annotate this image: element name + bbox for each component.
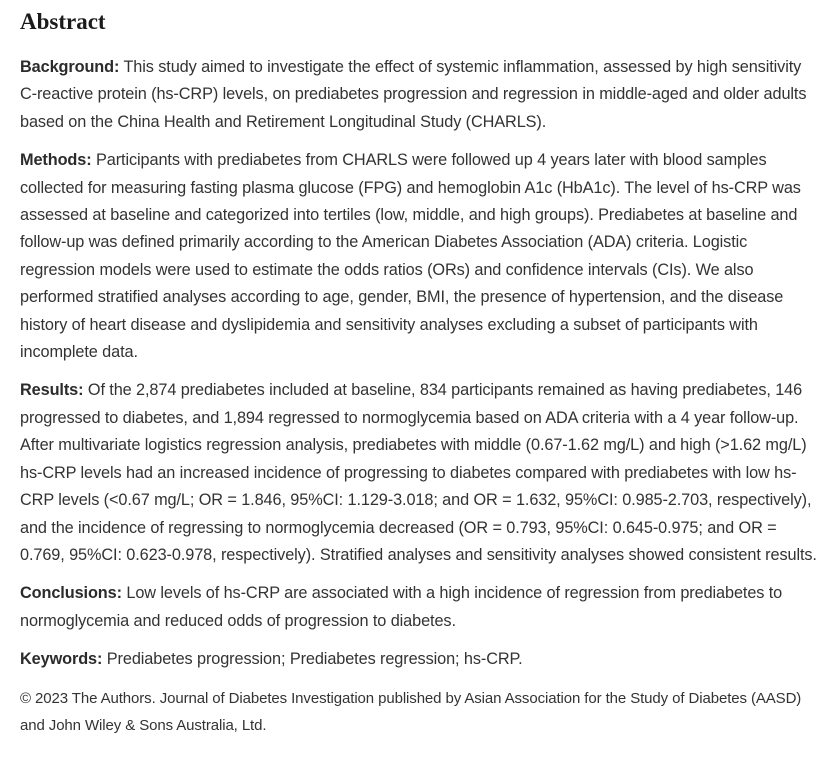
- keywords-text: Prediabetes progression; Prediabetes reg…: [106, 650, 523, 669]
- results-text: Of the 2,874 prediabetes included at bas…: [20, 381, 817, 564]
- results-paragraph: Results: Of the 2,874 prediabetes includ…: [20, 377, 818, 569]
- results-label: Results:: [20, 381, 84, 400]
- keywords-paragraph: Keywords: Prediabetes progression; Predi…: [20, 646, 818, 673]
- background-text: This study aimed to investigate the effe…: [20, 58, 807, 131]
- methods-label: Methods:: [20, 151, 92, 170]
- background-label: Background:: [20, 58, 120, 76]
- abstract-heading: Abstract: [20, 9, 106, 34]
- conclusions-text: Low levels of hs-CRP are associated with…: [20, 584, 783, 630]
- conclusions-paragraph: Conclusions: Low levels of hs-CRP are as…: [20, 580, 818, 635]
- methods-paragraph: Methods: Participants with prediabetes f…: [20, 147, 818, 366]
- conclusions-label: Conclusions:: [20, 584, 122, 603]
- background-paragraph: Background: This study aimed to investig…: [20, 54, 818, 136]
- methods-text: Participants with prediabetes from CHARL…: [20, 151, 801, 362]
- keywords-label: Keywords:: [20, 650, 103, 669]
- copyright-notice: © 2023 The Authors. Journal of Diabetes …: [20, 689, 802, 734]
